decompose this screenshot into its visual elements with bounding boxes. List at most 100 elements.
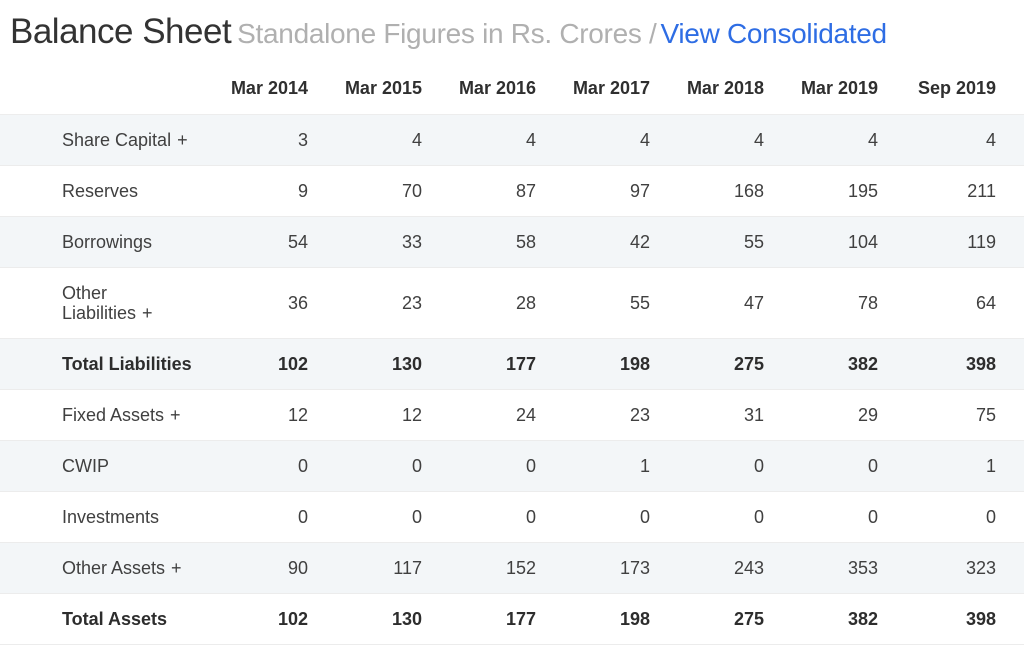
value-cell: 323 xyxy=(878,542,1024,594)
table-row: Other Liabilities +36 23 28 55 47 78 64 xyxy=(0,267,1024,339)
value-cell: 4 xyxy=(308,114,422,166)
table-header-row: Mar 2014 Mar 2015 Mar 2016 Mar 2017 Mar 2018… xyxy=(0,68,1024,115)
value-cell: 275 xyxy=(650,593,764,645)
value-cell: 0 xyxy=(422,440,536,492)
value-cell: 90 xyxy=(194,542,308,594)
column-header-empty xyxy=(0,68,194,115)
table-row: CWIP 0 0 0 1 0 0 1 xyxy=(0,440,1024,492)
value-cell: 12 xyxy=(194,389,308,441)
value-cell: 353 xyxy=(764,542,878,594)
value-cell: 398 xyxy=(878,338,1024,390)
value-cell: 382 xyxy=(764,338,878,390)
table-row: Other Assets +90 117 152 173 243 353 323 xyxy=(0,542,1024,594)
value-cell: 0 xyxy=(308,440,422,492)
row-label: Investments xyxy=(62,507,160,527)
row-label-cell: Share Capital + xyxy=(0,114,194,166)
table-row: Total Liabilities 102 130 177 198 275 382 398 xyxy=(0,338,1024,390)
value-cell: 130 xyxy=(308,338,422,390)
value-cell: 4 xyxy=(422,114,536,166)
value-cell: 70 xyxy=(308,165,422,217)
row-label: Total Liabilities xyxy=(62,354,192,374)
value-cell: 42 xyxy=(536,216,650,268)
value-cell: 4 xyxy=(878,114,1024,166)
value-cell: 29 xyxy=(764,389,878,441)
value-cell: 152 xyxy=(422,542,536,594)
value-cell: 75 xyxy=(878,389,1024,441)
table-row: Investments 0 0 0 0 0 0 0 xyxy=(0,491,1024,543)
value-cell: 382 xyxy=(764,593,878,645)
row-label-cell: Total Assets xyxy=(0,593,194,645)
value-cell: 3 xyxy=(194,114,308,166)
expand-row-button[interactable]: + xyxy=(171,558,182,578)
value-cell: 102 xyxy=(194,593,308,645)
value-cell: 211 xyxy=(878,165,1024,217)
page-title: Balance Sheet xyxy=(10,12,232,51)
table-row: Fixed Assets +12 12 24 23 31 29 75 xyxy=(0,389,1024,441)
column-header-mar-2018: Mar 2018 xyxy=(650,68,764,115)
value-cell: 28 xyxy=(422,267,536,339)
value-cell: 54 xyxy=(194,216,308,268)
value-cell: 36 xyxy=(194,267,308,339)
value-cell: 398 xyxy=(878,593,1024,645)
view-consolidated-link[interactable]: View Consolidated xyxy=(660,18,888,49)
value-cell: 23 xyxy=(308,267,422,339)
balance-sheet-table: Mar 2014 Mar 2015 Mar 2016 Mar 2017 Mar 2018… xyxy=(0,68,1024,645)
value-cell: 104 xyxy=(764,216,878,268)
row-label-cell: Other Assets + xyxy=(0,542,194,594)
value-cell: 168 xyxy=(650,165,764,217)
value-cell: 0 xyxy=(422,491,536,543)
value-cell: 198 xyxy=(536,338,650,390)
column-header-mar-2015: Mar 2015 xyxy=(308,68,422,115)
table-row: Reserves 9 70 87 97 168 195 211 xyxy=(0,165,1024,217)
row-label: Borrowings xyxy=(62,232,153,252)
value-cell: 117 xyxy=(308,542,422,594)
value-cell: 64 xyxy=(878,267,1024,339)
value-cell: 24 xyxy=(422,389,536,441)
value-cell: 4 xyxy=(650,114,764,166)
value-cell: 1 xyxy=(536,440,650,492)
column-header-sep-2019: Sep 2019 xyxy=(878,68,1024,115)
value-cell: 0 xyxy=(650,440,764,492)
section-header: Balance Sheet Standalone Figures in Rs. C… xyxy=(0,0,1024,52)
value-cell: 0 xyxy=(194,440,308,492)
value-cell: 102 xyxy=(194,338,308,390)
row-label-cell: Reserves xyxy=(0,165,194,217)
value-cell: 198 xyxy=(536,593,650,645)
value-cell: 195 xyxy=(764,165,878,217)
table-row: Share Capital +3 4 4 4 4 4 4 xyxy=(0,114,1024,166)
row-label: Total Assets xyxy=(62,609,168,629)
column-header-mar-2014: Mar 2014 xyxy=(194,68,308,115)
value-cell: 0 xyxy=(536,491,650,543)
table-row: Borrowings 54 33 58 42 55 104 119 xyxy=(0,216,1024,268)
value-cell: 119 xyxy=(878,216,1024,268)
expand-row-button[interactable]: + xyxy=(170,405,181,425)
row-label: CWIP xyxy=(62,456,109,476)
value-cell: 0 xyxy=(764,491,878,543)
column-header-mar-2017: Mar 2017 xyxy=(536,68,650,115)
column-header-mar-2016: Mar 2016 xyxy=(422,68,536,115)
expand-row-button[interactable]: + xyxy=(177,130,188,150)
value-cell: 31 xyxy=(650,389,764,441)
value-cell: 78 xyxy=(764,267,878,339)
value-cell: 177 xyxy=(422,338,536,390)
subtitle: Standalone Figures in Rs. Crores / xyxy=(237,18,657,49)
row-label: Share Capital xyxy=(62,130,172,150)
value-cell: 97 xyxy=(536,165,650,217)
table-row: Total Assets 102 130 177 198 275 382 398 xyxy=(0,593,1024,645)
value-cell: 0 xyxy=(764,440,878,492)
row-label-cell: Investments xyxy=(0,491,194,543)
row-label-cell: Borrowings xyxy=(0,216,194,268)
value-cell: 58 xyxy=(422,216,536,268)
value-cell: 87 xyxy=(422,165,536,217)
value-cell: 12 xyxy=(308,389,422,441)
row-label: Reserves xyxy=(62,181,139,201)
expand-row-button[interactable]: + xyxy=(142,303,153,323)
value-cell: 55 xyxy=(536,267,650,339)
value-cell: 130 xyxy=(308,593,422,645)
value-cell: 4 xyxy=(764,114,878,166)
value-cell: 4 xyxy=(536,114,650,166)
value-cell: 243 xyxy=(650,542,764,594)
value-cell: 47 xyxy=(650,267,764,339)
row-label-cell: CWIP xyxy=(0,440,194,492)
value-cell: 33 xyxy=(308,216,422,268)
